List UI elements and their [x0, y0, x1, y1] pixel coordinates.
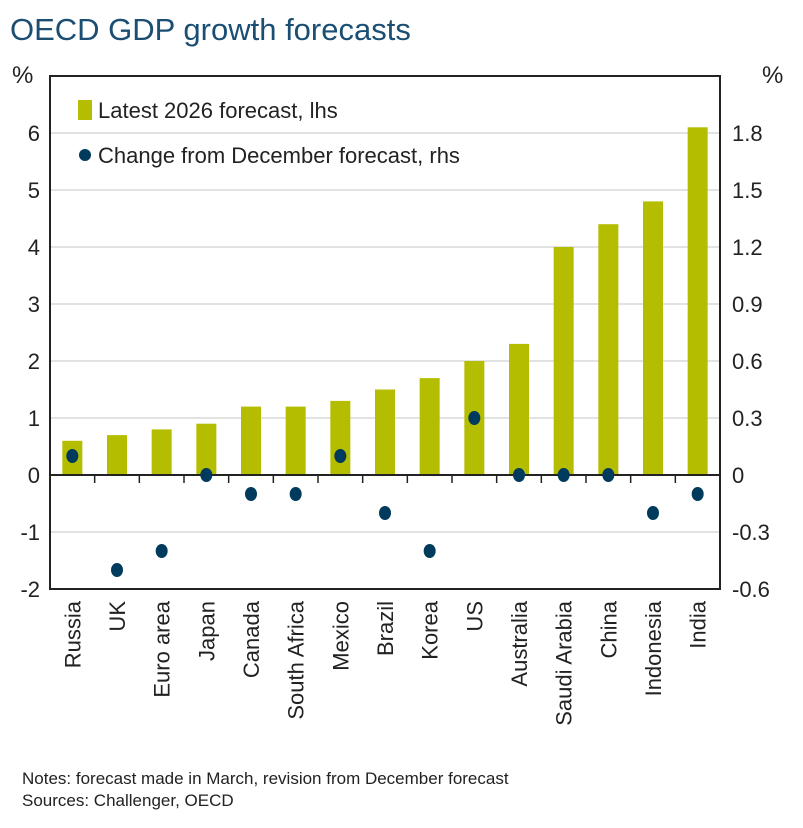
dot	[423, 544, 436, 558]
bar	[151, 429, 172, 475]
right-axis-unit: %	[762, 62, 784, 89]
bar	[509, 343, 529, 475]
x-tick-label: US	[462, 601, 487, 632]
bar	[598, 224, 619, 475]
dot	[289, 487, 302, 501]
left-axis-unit: %	[12, 62, 34, 89]
dot	[468, 411, 481, 425]
right-tick-label: 0.3	[732, 406, 763, 431]
dot	[334, 449, 347, 463]
legend-dot-swatch	[79, 149, 91, 161]
dot	[379, 506, 391, 520]
right-tick-label: 0	[732, 463, 744, 488]
dot	[66, 449, 79, 463]
bar	[330, 400, 351, 475]
dot	[111, 563, 123, 577]
notes-text: Notes: forecast made in March, revision …	[22, 769, 509, 788]
dot	[647, 506, 659, 520]
x-tick-label: China	[596, 600, 621, 658]
bar	[107, 435, 127, 475]
left-tick-label: 3	[28, 292, 40, 317]
left-tick-label: 4	[28, 235, 40, 260]
bar	[643, 201, 663, 475]
right-tick-label: 1.5	[732, 178, 763, 203]
dot	[513, 468, 525, 482]
right-tick-label: 1.2	[732, 235, 763, 260]
legend-bar-label: Latest 2026 forecast, lhs	[98, 98, 338, 123]
x-tick-label: Brazil	[373, 601, 398, 656]
right-tick-label: 1.8	[732, 121, 763, 146]
bar	[285, 406, 306, 475]
dot	[155, 544, 168, 558]
x-tick-label: Australia	[507, 600, 532, 686]
sources-text: Sources: Challenger, OECD	[22, 791, 234, 810]
left-tick-label: 2	[28, 349, 40, 374]
bar	[687, 127, 708, 476]
bar	[419, 378, 440, 475]
x-tick-label: Korea	[418, 600, 443, 659]
left-tick-label: -1	[20, 520, 40, 545]
x-tick-label: Indonesia	[641, 600, 666, 696]
x-tick-label: UK	[105, 601, 130, 632]
x-tick-label: Japan	[194, 601, 219, 661]
left-tick-label: 1	[28, 406, 40, 431]
dot	[200, 468, 213, 482]
bar	[241, 406, 261, 475]
x-tick-label: Euro area	[150, 600, 175, 697]
x-tick-label: India	[686, 600, 711, 648]
dot	[602, 468, 615, 482]
bar	[553, 247, 574, 475]
plot-frame	[49, 75, 721, 590]
x-tick-label: Russia	[60, 600, 85, 668]
dot	[245, 487, 257, 501]
right-tick-label: -0.6	[732, 577, 770, 602]
x-tick-label: Canada	[239, 600, 264, 678]
x-tick-label: Mexico	[328, 601, 353, 671]
chart-title: OECD GDP growth forecasts	[10, 12, 411, 47]
x-tick-label: South Africa	[284, 600, 309, 719]
right-tick-label: 0.6	[732, 349, 763, 374]
left-tick-label: 0	[28, 463, 40, 488]
dot	[691, 487, 704, 501]
right-tick-label: 0.9	[732, 292, 763, 317]
bar	[375, 389, 395, 475]
left-tick-label: 6	[28, 121, 40, 146]
right-tick-label: -0.3	[732, 520, 770, 545]
left-tick-label: -2	[20, 577, 40, 602]
legend-dot-label: Change from December forecast, rhs	[98, 143, 460, 168]
bar	[196, 423, 217, 475]
notes: Notes: forecast made in March, revision …	[22, 768, 509, 812]
left-tick-label: 5	[28, 178, 40, 203]
legend-bar-swatch	[78, 100, 92, 120]
dot	[557, 468, 570, 482]
x-tick-label: Saudi Arabia	[552, 600, 577, 726]
